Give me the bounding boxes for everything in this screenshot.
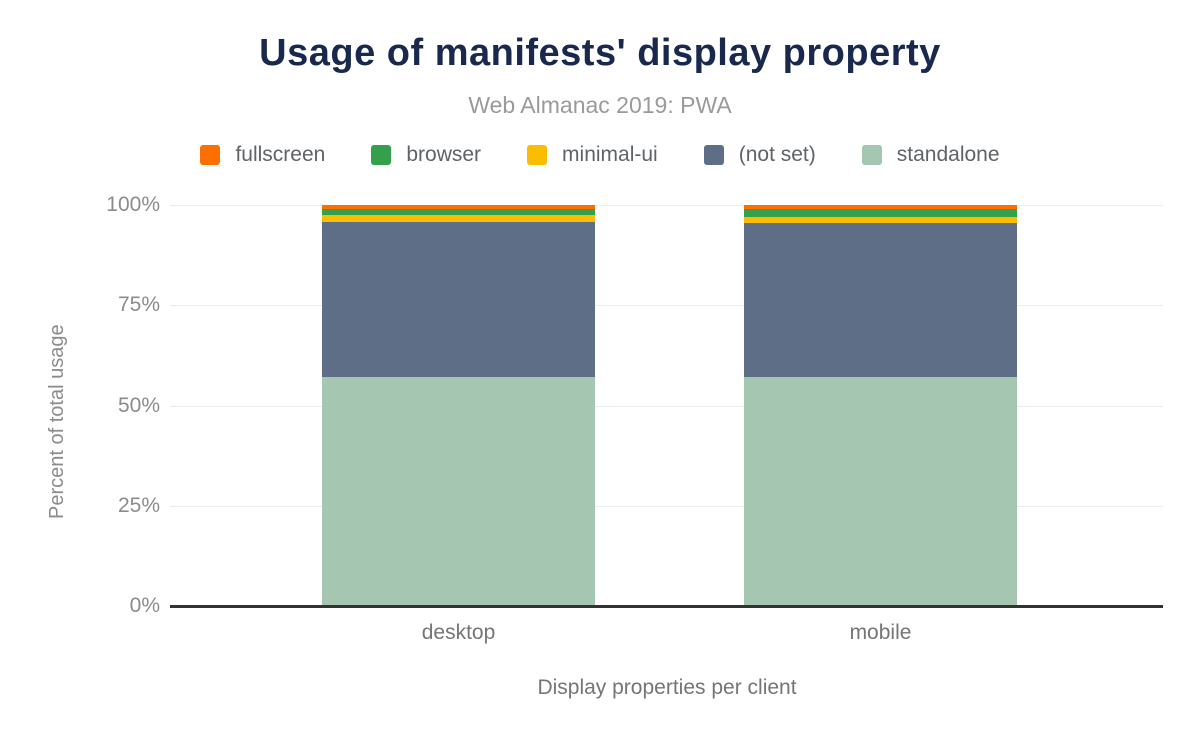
- chart-subtitle: Web Almanac 2019: PWA: [468, 92, 732, 118]
- bar-mobile: [744, 205, 1017, 606]
- legend-item: fullscreen: [200, 143, 325, 167]
- bar-desktop: [322, 205, 595, 606]
- bar-segment-browser-desktop: [322, 209, 595, 216]
- legend-item: standalone: [861, 143, 1000, 167]
- bar-segment-fullscreen-desktop: [322, 205, 595, 210]
- legend-label: minimal-ui: [562, 143, 658, 166]
- bar-segment-minimal-ui-mobile: [744, 217, 1017, 223]
- gridline: [170, 205, 1163, 206]
- legend-swatch-icon: [527, 145, 548, 165]
- legend-item: (not set): [703, 143, 816, 167]
- gridline: [170, 505, 1163, 507]
- chart-title: Usage of manifests' display property: [259, 32, 941, 74]
- legend-swatch-icon: [200, 145, 221, 165]
- bar-segment-standalone-desktop: [322, 377, 595, 606]
- y-tick-label: 25%: [117, 493, 160, 517]
- bar-segment-browser-mobile: [744, 208, 1017, 218]
- gridline: [170, 405, 1163, 407]
- x-tick-label-mobile: mobile: [849, 621, 912, 644]
- bar-segment-fullscreen-mobile: [744, 205, 1017, 209]
- x-axis-line: [170, 605, 1163, 608]
- x-tick-label-desktop: desktop: [421, 621, 496, 644]
- y-tick-label: 50%: [117, 393, 160, 417]
- legend-label: standalone: [896, 143, 1000, 166]
- legend-item: browser: [371, 143, 481, 167]
- legend-swatch-icon: [703, 145, 724, 165]
- legend: fullscreen browser minimal-ui (not set) stan…: [0, 143, 1200, 167]
- y-tick-label: 0%: [129, 594, 160, 617]
- legend-label: (not set): [738, 143, 816, 166]
- bar-segment-minimal-ui-desktop: [322, 215, 595, 223]
- x-axis-title: Display properties per client: [537, 676, 797, 699]
- bar-segment-notset-mobile: [744, 222, 1017, 377]
- bar-segment-standalone-mobile: [744, 376, 1017, 606]
- y-tick-label: 75%: [117, 293, 160, 317]
- legend-swatch-icon: [371, 145, 392, 165]
- gridline: [170, 305, 1163, 307]
- bar-segment-notset-desktop: [322, 222, 595, 378]
- legend-item: minimal-ui: [527, 143, 658, 167]
- legend-label: browser: [406, 143, 482, 166]
- y-axis-title: Percent of total usage: [46, 324, 68, 519]
- y-tick-label: 100%: [106, 193, 160, 216]
- legend-label: fullscreen: [235, 143, 326, 166]
- legend-swatch-icon: [861, 145, 882, 165]
